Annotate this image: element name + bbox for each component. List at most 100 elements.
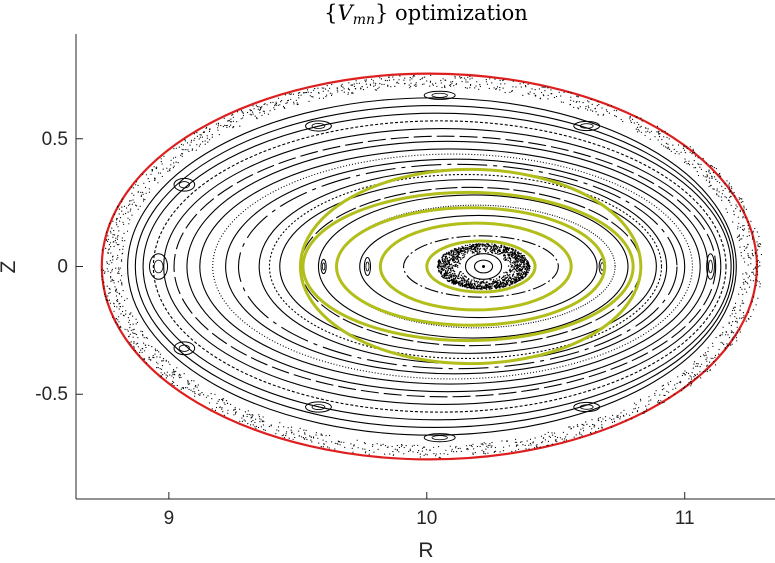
orbit-point (520, 252, 522, 255)
orbit-point (118, 230, 120, 232)
orbit-point (142, 193, 144, 195)
orbit-point (631, 418, 633, 420)
orbit-point (510, 283, 513, 285)
orbit-point (597, 114, 599, 116)
orbit-point (229, 121, 231, 123)
orbit-point (555, 95, 558, 98)
orbit-point (517, 252, 519, 255)
orbit-point (233, 126, 235, 128)
orbit-point (454, 264, 456, 266)
orbit-point (693, 361, 696, 363)
orbit-point (461, 285, 464, 287)
orbit-point (523, 255, 526, 257)
orbit-point (119, 293, 121, 295)
orbit-point (533, 447, 536, 449)
orbit-point (264, 103, 266, 105)
orbit-point (509, 91, 511, 93)
orbit-point (598, 427, 600, 429)
orbit-point (684, 152, 687, 154)
orbit-point (757, 273, 759, 275)
orbit-point (485, 443, 487, 445)
orbit-point (148, 357, 150, 359)
orbit-point (274, 108, 276, 111)
orbit-point (437, 446, 440, 448)
orbit-point (123, 223, 125, 225)
orbit-point (169, 168, 171, 170)
orbit-point (244, 411, 247, 413)
orbit-point (338, 441, 340, 443)
orbit-point (514, 281, 516, 283)
orbit-point (470, 444, 472, 447)
orbit-point (614, 115, 616, 117)
selected-flux-surface (335, 206, 607, 327)
orbit-point (633, 402, 636, 404)
orbit-point (449, 445, 451, 447)
orbit-point (700, 163, 702, 165)
orbit-point (533, 92, 535, 95)
orbit-point (106, 231, 108, 233)
orbit-point (460, 283, 462, 285)
orbit-point (116, 300, 118, 302)
orbit-point (675, 387, 677, 389)
orbit-point (223, 117, 225, 119)
orbit-point (284, 94, 286, 96)
orbit-point (456, 275, 458, 278)
orbit-point (438, 267, 440, 269)
orbit-point (368, 449, 370, 452)
orbit-point (442, 260, 444, 263)
orbit-point (693, 167, 695, 169)
orbit-point (457, 447, 459, 450)
orbit-point (343, 441, 345, 443)
orbit-point (458, 249, 460, 251)
orbit-point (320, 434, 322, 436)
orbit-point (450, 263, 453, 265)
orbit-point (342, 86, 344, 88)
orbit-point (112, 234, 114, 236)
orbit-point (524, 264, 526, 266)
orbit-point (110, 272, 112, 274)
orbit-point (113, 241, 115, 243)
orbit-point (308, 100, 310, 102)
orbit-point (728, 322, 730, 325)
orbit-point (667, 143, 669, 145)
orbit-point (435, 453, 437, 455)
orbit-point (551, 443, 553, 445)
orbit-point (759, 243, 762, 245)
orbit-point (695, 365, 697, 367)
orbit-point (110, 252, 112, 254)
orbit-point (732, 336, 734, 338)
orbit-point (145, 192, 147, 194)
orbit-point (139, 354, 141, 356)
orbit-point (529, 91, 531, 93)
orbit-point (711, 177, 713, 179)
orbit-point (284, 107, 286, 109)
orbit-point (107, 270, 109, 272)
orbit-point (539, 97, 542, 99)
orbit-point (570, 428, 572, 430)
orbit-point (639, 126, 641, 128)
orbit-point (356, 82, 358, 84)
orbit-point (442, 276, 444, 278)
orbit-point (467, 449, 469, 451)
orbit-point (733, 332, 735, 334)
orbit-point (107, 251, 109, 253)
orbit-point (115, 242, 117, 244)
orbit-point (455, 256, 457, 258)
orbit-point (117, 300, 119, 302)
orbit-point (310, 439, 312, 441)
orbit-point (120, 313, 122, 315)
orbit-point (743, 205, 745, 207)
orbit-point (298, 97, 300, 99)
orbit-point (189, 144, 191, 146)
orbit-point (756, 255, 759, 257)
orbit-point (497, 245, 499, 248)
orbit-point (159, 353, 161, 355)
orbit-point (714, 176, 716, 178)
orbit-point (742, 281, 744, 284)
orbit-point (718, 353, 720, 355)
orbit-point (499, 247, 501, 249)
orbit-point (727, 334, 729, 336)
orbit-point (186, 142, 189, 144)
orbit-point (684, 161, 686, 163)
orbit-point (472, 251, 474, 253)
